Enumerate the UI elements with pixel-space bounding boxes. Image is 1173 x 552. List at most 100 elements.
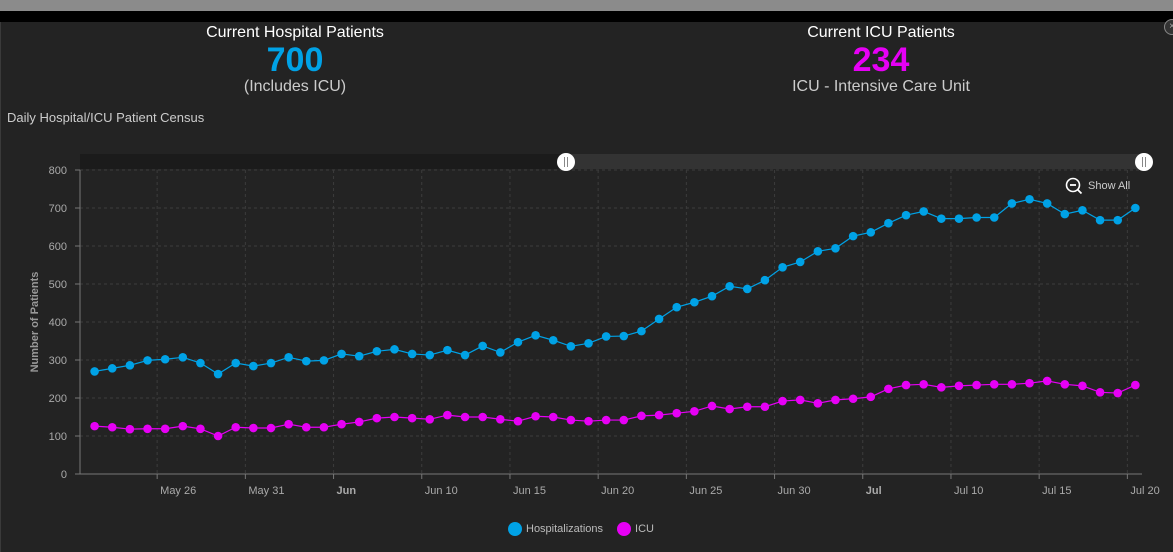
data-point-icu[interactable] [143,424,152,434]
data-point-icu[interactable] [601,415,611,425]
data-point-hospitalizations[interactable] [901,210,911,220]
data-point-icu[interactable] [901,380,911,390]
data-point-hospitalizations[interactable] [548,335,558,345]
data-point-hospitalizations[interactable] [584,338,593,348]
data-point-icu[interactable] [284,419,293,429]
data-point-icu[interactable] [831,395,840,405]
data-point-hospitalizations[interactable] [301,356,311,366]
data-point-hospitalizations[interactable] [690,297,699,307]
data-point-hospitalizations[interactable] [989,213,999,222]
data-point-icu[interactable] [548,412,558,422]
data-point-icu[interactable] [425,414,435,424]
data-point-icu[interactable] [249,423,258,433]
data-point-icu[interactable] [1095,388,1105,397]
data-point-hospitalizations[interactable] [213,369,223,379]
data-point-hospitalizations[interactable] [390,345,399,354]
data-point-icu[interactable] [637,411,646,421]
data-point-hospitalizations[interactable] [107,364,117,373]
data-point-icu[interactable] [196,424,205,434]
data-point-icu[interactable] [125,424,135,434]
data-point-hospitalizations[interactable] [831,243,840,253]
data-point-hospitalizations[interactable] [778,262,787,272]
data-point-hospitalizations[interactable] [637,326,646,336]
data-point-hospitalizations[interactable] [760,275,770,285]
data-point-hospitalizations[interactable] [919,207,928,216]
data-point-icu[interactable] [742,402,752,412]
data-point-hospitalizations[interactable] [566,342,576,351]
data-point-icu[interactable] [813,399,823,408]
data-point-hospitalizations[interactable] [795,257,805,267]
data-point-icu[interactable] [919,380,928,389]
data-point-icu[interactable] [707,401,717,411]
data-point-icu[interactable] [354,417,364,427]
data-point-icu[interactable] [690,407,699,416]
data-point-hospitalizations[interactable] [848,231,858,241]
data-point-icu[interactable] [390,412,399,422]
data-point-icu[interactable] [160,424,170,434]
data-point-hospitalizations[interactable] [160,354,170,364]
data-point-hospitalizations[interactable] [496,348,505,357]
data-point-hospitalizations[interactable] [1095,215,1105,225]
data-point-icu[interactable] [1025,378,1034,388]
data-point-icu[interactable] [496,414,505,424]
data-point-hospitalizations[interactable] [619,331,629,341]
data-point-hospitalizations[interactable] [531,331,540,340]
data-point-hospitalizations[interactable] [125,361,135,370]
close-icon[interactable]: × [1164,19,1173,35]
data-point-hospitalizations[interactable] [1060,209,1070,219]
data-point-hospitalizations[interactable] [407,349,417,359]
data-point-icu[interactable] [760,402,770,412]
data-point-icu[interactable] [213,431,223,441]
data-point-hospitalizations[interactable] [266,358,276,368]
data-point-hospitalizations[interactable] [284,353,293,362]
data-point-hospitalizations[interactable] [954,214,964,223]
data-point-hospitalizations[interactable] [425,350,435,360]
data-point-icu[interactable] [954,381,964,391]
data-point-icu[interactable] [1113,388,1123,398]
scrollbar-thumb[interactable] [566,154,1144,169]
data-point-hospitalizations[interactable] [725,281,734,291]
data-point-icu[interactable] [1060,380,1070,389]
data-point-hospitalizations[interactable] [460,350,470,360]
data-point-hospitalizations[interactable] [742,284,752,294]
data-point-icu[interactable] [1131,380,1140,390]
legend-item-hospitalizations[interactable]: Hospitalizations [508,522,603,536]
data-point-icu[interactable] [178,421,188,431]
data-point-icu[interactable] [372,413,382,423]
data-point-hospitalizations[interactable] [654,314,664,324]
data-point-hospitalizations[interactable] [231,358,241,368]
data-point-hospitalizations[interactable] [1078,205,1087,215]
data-point-hospitalizations[interactable] [972,213,981,222]
data-point-hospitalizations[interactable] [372,346,382,356]
data-point-icu[interactable] [337,419,346,429]
data-point-hospitalizations[interactable] [1025,194,1034,204]
data-point-icu[interactable] [672,408,682,418]
data-point-icu[interactable] [301,422,311,432]
data-point-icu[interactable] [266,423,276,433]
data-point-icu[interactable] [478,412,487,422]
data-point-icu[interactable] [407,413,417,423]
data-point-hospitalizations[interactable] [1042,199,1052,208]
data-point-hospitalizations[interactable] [196,358,205,368]
data-point-hospitalizations[interactable] [354,351,364,361]
data-point-hospitalizations[interactable] [178,353,188,362]
data-point-icu[interactable] [937,383,946,392]
data-point-icu[interactable] [884,384,893,394]
data-point-icu[interactable] [1078,381,1087,391]
data-point-icu[interactable] [460,412,470,422]
data-point-icu[interactable] [972,380,981,390]
data-point-icu[interactable] [1042,376,1052,386]
data-point-hospitalizations[interactable] [866,228,876,237]
data-point-icu[interactable] [531,411,540,421]
scrollbar-end-grip[interactable] [1135,153,1153,171]
data-point-icu[interactable] [866,392,876,402]
data-point-hospitalizations[interactable] [672,302,682,312]
data-point-hospitalizations[interactable] [813,247,823,256]
data-point-icu[interactable] [319,422,329,432]
scrollbar[interactable] [80,153,1153,171]
data-point-hospitalizations[interactable] [478,341,487,351]
data-point-icu[interactable] [107,422,117,432]
data-point-icu[interactable] [795,395,805,405]
data-point-hospitalizations[interactable] [884,218,893,228]
data-point-hospitalizations[interactable] [707,291,717,301]
